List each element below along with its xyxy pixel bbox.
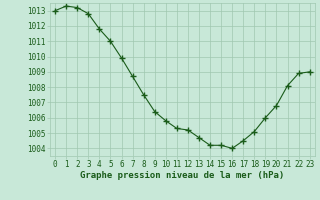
X-axis label: Graphe pression niveau de la mer (hPa): Graphe pression niveau de la mer (hPa) — [80, 171, 284, 180]
